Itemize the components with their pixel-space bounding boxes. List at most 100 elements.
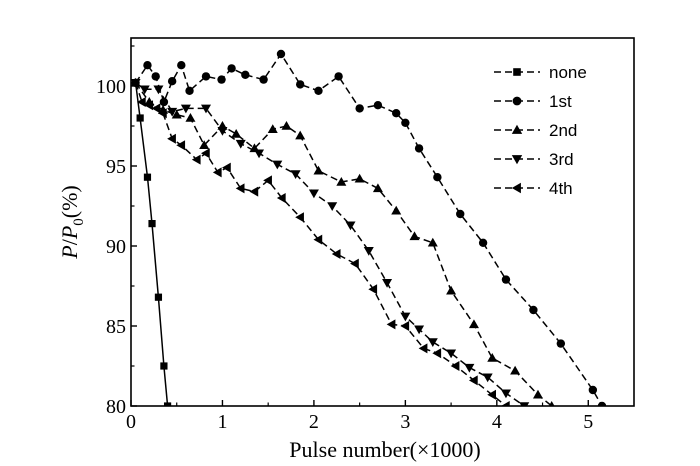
data-point-1st	[185, 86, 194, 96]
series-layer	[131, 49, 607, 406]
data-point-1st	[478, 238, 488, 247]
legend-label-4th: 4th	[549, 179, 573, 198]
data-point-4th	[368, 284, 378, 295]
x-tick-label: 4	[492, 411, 502, 433]
data-point-none	[143, 173, 152, 181]
y-axis-title-slash: /	[57, 238, 82, 245]
data-point-1st	[433, 173, 442, 182]
data-point-2nd	[548, 401, 555, 406]
data-point-4th	[276, 193, 286, 203]
data-point-3rd	[500, 389, 511, 399]
series-none	[131, 79, 172, 406]
data-point-4th	[263, 175, 272, 186]
data-point-none	[136, 114, 144, 122]
legend-item-none: none	[494, 63, 587, 82]
data-point-2nd	[281, 121, 292, 130]
data-point-1st	[414, 144, 424, 153]
data-point-3rd	[235, 139, 246, 149]
data-point-3rd	[272, 160, 283, 170]
legend-label-3rd: 3rd	[549, 150, 574, 169]
data-point-4th	[222, 162, 231, 173]
data-point-2nd	[199, 140, 210, 149]
data-point-1st	[401, 118, 410, 128]
series-line-none	[134, 82, 169, 406]
y-axis-title-unit: (%)	[57, 185, 82, 218]
data-point-1st	[392, 109, 401, 118]
data-point-3rd	[464, 363, 475, 373]
data-point-3rd	[167, 107, 178, 117]
data-point-4th	[144, 100, 154, 111]
data-point-1st	[334, 72, 343, 81]
data-point-4th	[468, 375, 478, 386]
data-point-4th	[432, 348, 442, 359]
data-point-4th	[249, 186, 259, 197]
data-point-4th	[158, 108, 167, 119]
data-point-1st	[217, 75, 226, 84]
y-tick-label: 100	[96, 76, 126, 98]
data-point-2nd	[468, 319, 479, 329]
data-point-2nd	[510, 365, 521, 375]
data-point-4th	[167, 133, 176, 144]
legend-item-3rd: 3rd	[494, 150, 574, 169]
data-point-4th	[295, 212, 304, 223]
legend-item-2nd: 2nd	[494, 121, 577, 140]
data-point-1st	[597, 401, 607, 406]
data-point-2nd	[313, 165, 324, 175]
data-point-3rd	[327, 202, 338, 211]
data-point-3rd	[446, 349, 457, 359]
data-point-2nd	[532, 389, 543, 399]
data-point-4th	[500, 401, 510, 406]
data-point-4th	[136, 97, 146, 107]
data-point-2nd	[427, 237, 438, 247]
data-point-4th	[151, 103, 161, 114]
data-point-3rd	[345, 221, 356, 231]
data-point-2nd	[231, 129, 242, 138]
y-tick-label: 90	[106, 236, 126, 258]
data-point-3rd	[200, 104, 211, 114]
data-point-2nd	[354, 173, 365, 183]
data-point-4th	[191, 154, 201, 165]
data-point-2nd	[446, 285, 457, 295]
y-axis-title-sub: 0	[71, 218, 87, 226]
data-point-4th	[350, 258, 359, 269]
data-point-1st	[143, 60, 152, 70]
y-axis-title: P/P0(%)	[57, 185, 87, 260]
data-point-1st	[456, 209, 465, 219]
series-3rd	[131, 79, 530, 406]
series-line-3rd	[135, 82, 525, 406]
legend-marker-4th	[511, 182, 521, 194]
data-point-2nd	[372, 183, 383, 193]
data-point-2nd	[171, 109, 182, 119]
data-point-4th	[418, 343, 428, 354]
legend-marker-1st	[512, 96, 522, 106]
data-point-4th	[176, 140, 186, 151]
data-point-2nd	[391, 205, 402, 215]
data-point-4th	[450, 361, 460, 371]
data-point-1st	[241, 70, 250, 80]
data-point-1st	[295, 80, 305, 89]
plot-frame	[130, 37, 635, 407]
data-point-4th	[131, 77, 140, 88]
data-point-4th	[400, 321, 410, 331]
legend-marker-2nd	[511, 124, 523, 134]
series-line-4th	[134, 82, 507, 406]
data-point-2nd	[336, 177, 347, 186]
data-point-3rd	[308, 189, 319, 199]
data-point-none	[163, 402, 172, 406]
data-point-none	[148, 220, 156, 228]
data-point-4th	[200, 148, 210, 159]
data-point-4th	[313, 234, 323, 245]
x-tick-label: 3	[400, 411, 410, 433]
data-point-1st	[167, 77, 177, 86]
data-point-3rd	[414, 325, 425, 335]
data-point-2nd	[409, 231, 420, 241]
legend-item-1st: 1st	[494, 92, 572, 111]
data-point-4th	[487, 389, 496, 400]
data-point-3rd	[139, 85, 150, 95]
series-4th	[131, 77, 510, 406]
data-point-2nd	[487, 353, 498, 362]
y-axis-title-p: P	[57, 245, 82, 259]
legend: none 1st 2nd 3rd 4th	[494, 63, 587, 198]
data-point-1st	[556, 339, 566, 348]
